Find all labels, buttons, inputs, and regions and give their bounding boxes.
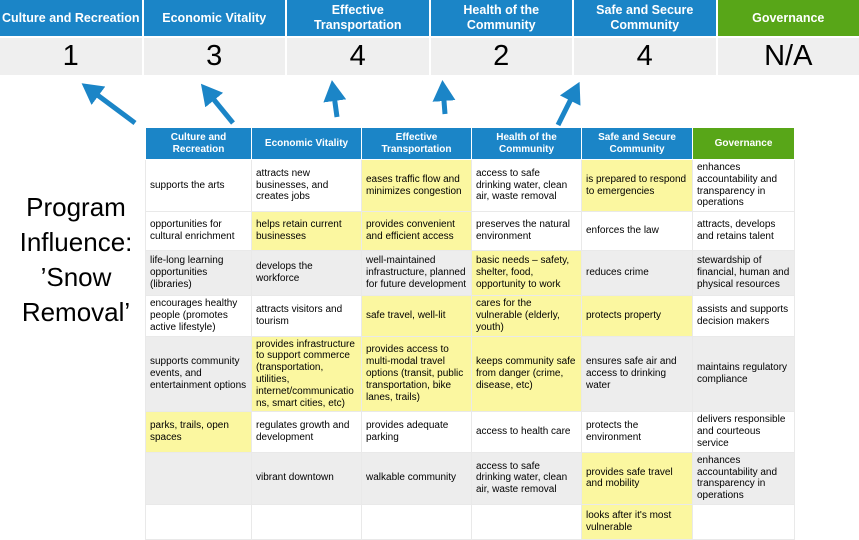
matrix-cell: access to safe drinking water, clean air… [472, 452, 582, 504]
matrix-cell: maintains regulatory compliance [693, 336, 795, 412]
matrix-col-safe-and-secure-community: Safe and Secure Community [582, 128, 693, 160]
matrix-cell: provides access to multi-modal travel op… [362, 336, 472, 412]
matrix-cell: regulates growth and development [252, 412, 362, 452]
matrix-cell [146, 452, 252, 504]
matrix-cell [472, 504, 582, 539]
banner-score-governance: N/A [718, 38, 859, 75]
arrow-safe-health-community-icon [443, 88, 445, 114]
banner-score-safe-and-secure-community: 4 [574, 38, 716, 75]
matrix-cell: supports community events, and entertain… [146, 336, 252, 412]
matrix-cell [362, 504, 472, 539]
matrix-row-8: looks after it's most vulnerable [146, 504, 795, 539]
matrix-cell [693, 504, 795, 539]
matrix-cell: stewardship of financial, human and phys… [693, 251, 795, 296]
matrix-cell: well-maintained infrastructure, planned … [362, 251, 472, 296]
matrix-cell: ensures safe air and access to drinking … [582, 336, 693, 412]
matrix-cell: opportunities for cultural enrichment [146, 212, 252, 251]
arrow-safe-and-secure-community-icon [558, 89, 576, 125]
matrix-cell: provides safe travel and mobility [582, 452, 693, 504]
banner-score-culture-and-recreation: 1 [0, 38, 142, 75]
matrix-cell: access to health care [472, 412, 582, 452]
matrix-cell: protects the environment [582, 412, 693, 452]
matrix-cell: safe travel, well-lit [362, 296, 472, 336]
matrix-cell: preserves the natural environment [472, 212, 582, 251]
matrix-cell: basic needs – safety, shelter, food, opp… [472, 251, 582, 296]
matrix-cell: protects property [582, 296, 693, 336]
matrix-row-3: life-long learning opportunities (librar… [146, 251, 795, 296]
matrix-cell: is prepared to respond to emergencies [582, 160, 693, 212]
program-title: Program Influence: ’Snow Removal’ [2, 190, 150, 330]
matrix-cell: provides adequate parking [362, 412, 472, 452]
matrix-row-4: encourages healthy people (promotes acti… [146, 296, 795, 336]
matrix-col-governance: Governance [693, 128, 795, 160]
banner-header-culture-and-recreation: Culture and Recreation [0, 0, 142, 36]
matrix-cell [146, 504, 252, 539]
banner-header-safe-and-secure-community: Safe and Secure Community [574, 0, 716, 36]
banner-header-effective-transportation: Effective Transportation [287, 0, 429, 36]
banner-header-governance: Governance [718, 0, 859, 36]
matrix-cell: eases traffic flow and minimizes congest… [362, 160, 472, 212]
arrow-effective-transportation-icon [333, 88, 337, 117]
arrow-economic-vitality-icon [206, 90, 233, 123]
arrows-overlay [0, 71, 859, 128]
matrix-cell: life-long learning opportunities (librar… [146, 251, 252, 296]
matrix-col-economic-vitality: Economic Vitality [252, 128, 362, 160]
banner-header-economic-vitality: Economic Vitality [144, 0, 286, 36]
banner-header-health-of-the-community: Health of the Community [431, 0, 573, 36]
matrix-cell: access to safe drinking water, clean air… [472, 160, 582, 212]
banner-score-effective-transportation: 4 [287, 38, 429, 75]
matrix-cell: encourages healthy people (promotes acti… [146, 296, 252, 336]
matrix-cell: attracts, develops and retains talent [693, 212, 795, 251]
matrix-cell: cares for the vulnerable (elderly, youth… [472, 296, 582, 336]
matrix-cell: enforces the law [582, 212, 693, 251]
matrix-cell: parks, trails, open spaces [146, 412, 252, 452]
matrix-cell: provides convenient and efficient access [362, 212, 472, 251]
matrix-cell: keeps community safe from danger (crime,… [472, 336, 582, 412]
arrow-culture-and-recreation-icon [88, 88, 135, 123]
matrix-cell [252, 504, 362, 539]
matrix-cell: assists and supports decision makers [693, 296, 795, 336]
matrix-cell: helps retain current businesses [252, 212, 362, 251]
matrix-cell: supports the arts [146, 160, 252, 212]
matrix-cell: enhances accountability and transparency… [693, 160, 795, 212]
matrix-cell: attracts visitors and tourism [252, 296, 362, 336]
matrix-cell: provides infrastructure to support comme… [252, 336, 362, 412]
matrix-cell: reduces crime [582, 251, 693, 296]
matrix-cell: develops the workforce [252, 251, 362, 296]
matrix-col-health-of-the-community: Health of the Community [472, 128, 582, 160]
matrix-cell: delivers responsible and courteous servi… [693, 412, 795, 452]
matrix-row-5: supports community events, and entertain… [146, 336, 795, 412]
matrix-cell: walkable community [362, 452, 472, 504]
banner-score-health-of-the-community: 2 [431, 38, 573, 75]
matrix-col-effective-transportation: Effective Transportation [362, 128, 472, 160]
matrix-col-culture-and-recreation: Culture and Recreation [146, 128, 252, 160]
banner-score-economic-vitality: 3 [144, 38, 286, 75]
matrix-cell: enhances accountability and transparency… [693, 452, 795, 504]
matrix-cell: attracts new businesses, and creates job… [252, 160, 362, 212]
matrix-cell: vibrant downtown [252, 452, 362, 504]
matrix-cell: looks after it's most vulnerable [582, 504, 693, 539]
